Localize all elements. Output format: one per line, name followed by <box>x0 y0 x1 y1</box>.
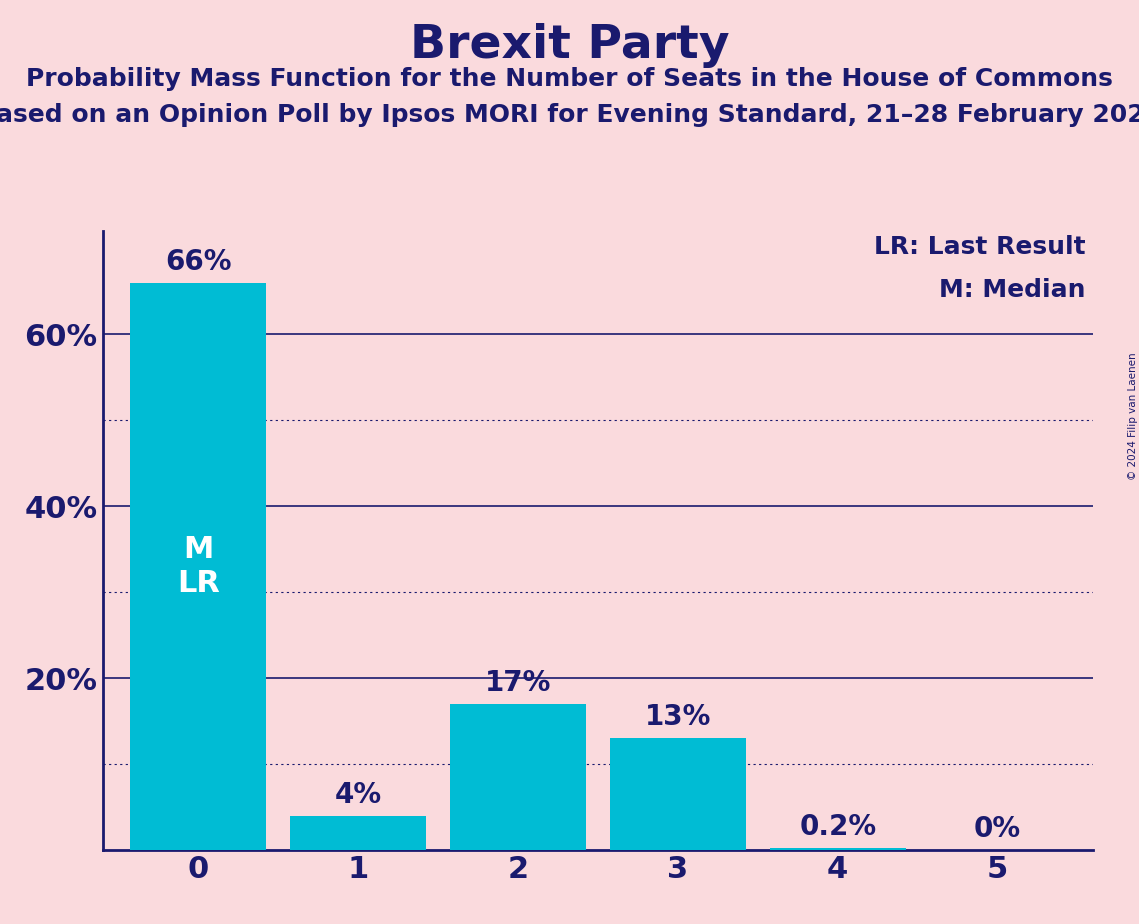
Text: 0%: 0% <box>974 815 1021 844</box>
Bar <box>450 704 585 850</box>
Text: M
LR: M LR <box>177 535 220 598</box>
Text: LR: Last Result: LR: Last Result <box>874 236 1085 260</box>
Text: 4%: 4% <box>335 781 382 808</box>
Text: Based on an Opinion Poll by Ipsos MORI for Evening Standard, 21–28 February 2024: Based on an Opinion Poll by Ipsos MORI f… <box>0 103 1139 128</box>
Text: 13%: 13% <box>645 703 711 732</box>
Bar <box>611 738 746 850</box>
Text: Probability Mass Function for the Number of Seats in the House of Commons: Probability Mass Function for the Number… <box>26 67 1113 91</box>
Text: 17%: 17% <box>485 669 551 697</box>
Text: © 2024 Filip van Laenen: © 2024 Filip van Laenen <box>1129 352 1138 480</box>
Text: M: Median: M: Median <box>939 278 1085 302</box>
Bar <box>131 283 267 850</box>
Bar <box>770 848 906 850</box>
Text: 66%: 66% <box>165 248 231 275</box>
Bar <box>290 816 426 850</box>
Text: Brexit Party: Brexit Party <box>410 23 729 68</box>
Text: 0.2%: 0.2% <box>800 813 876 842</box>
